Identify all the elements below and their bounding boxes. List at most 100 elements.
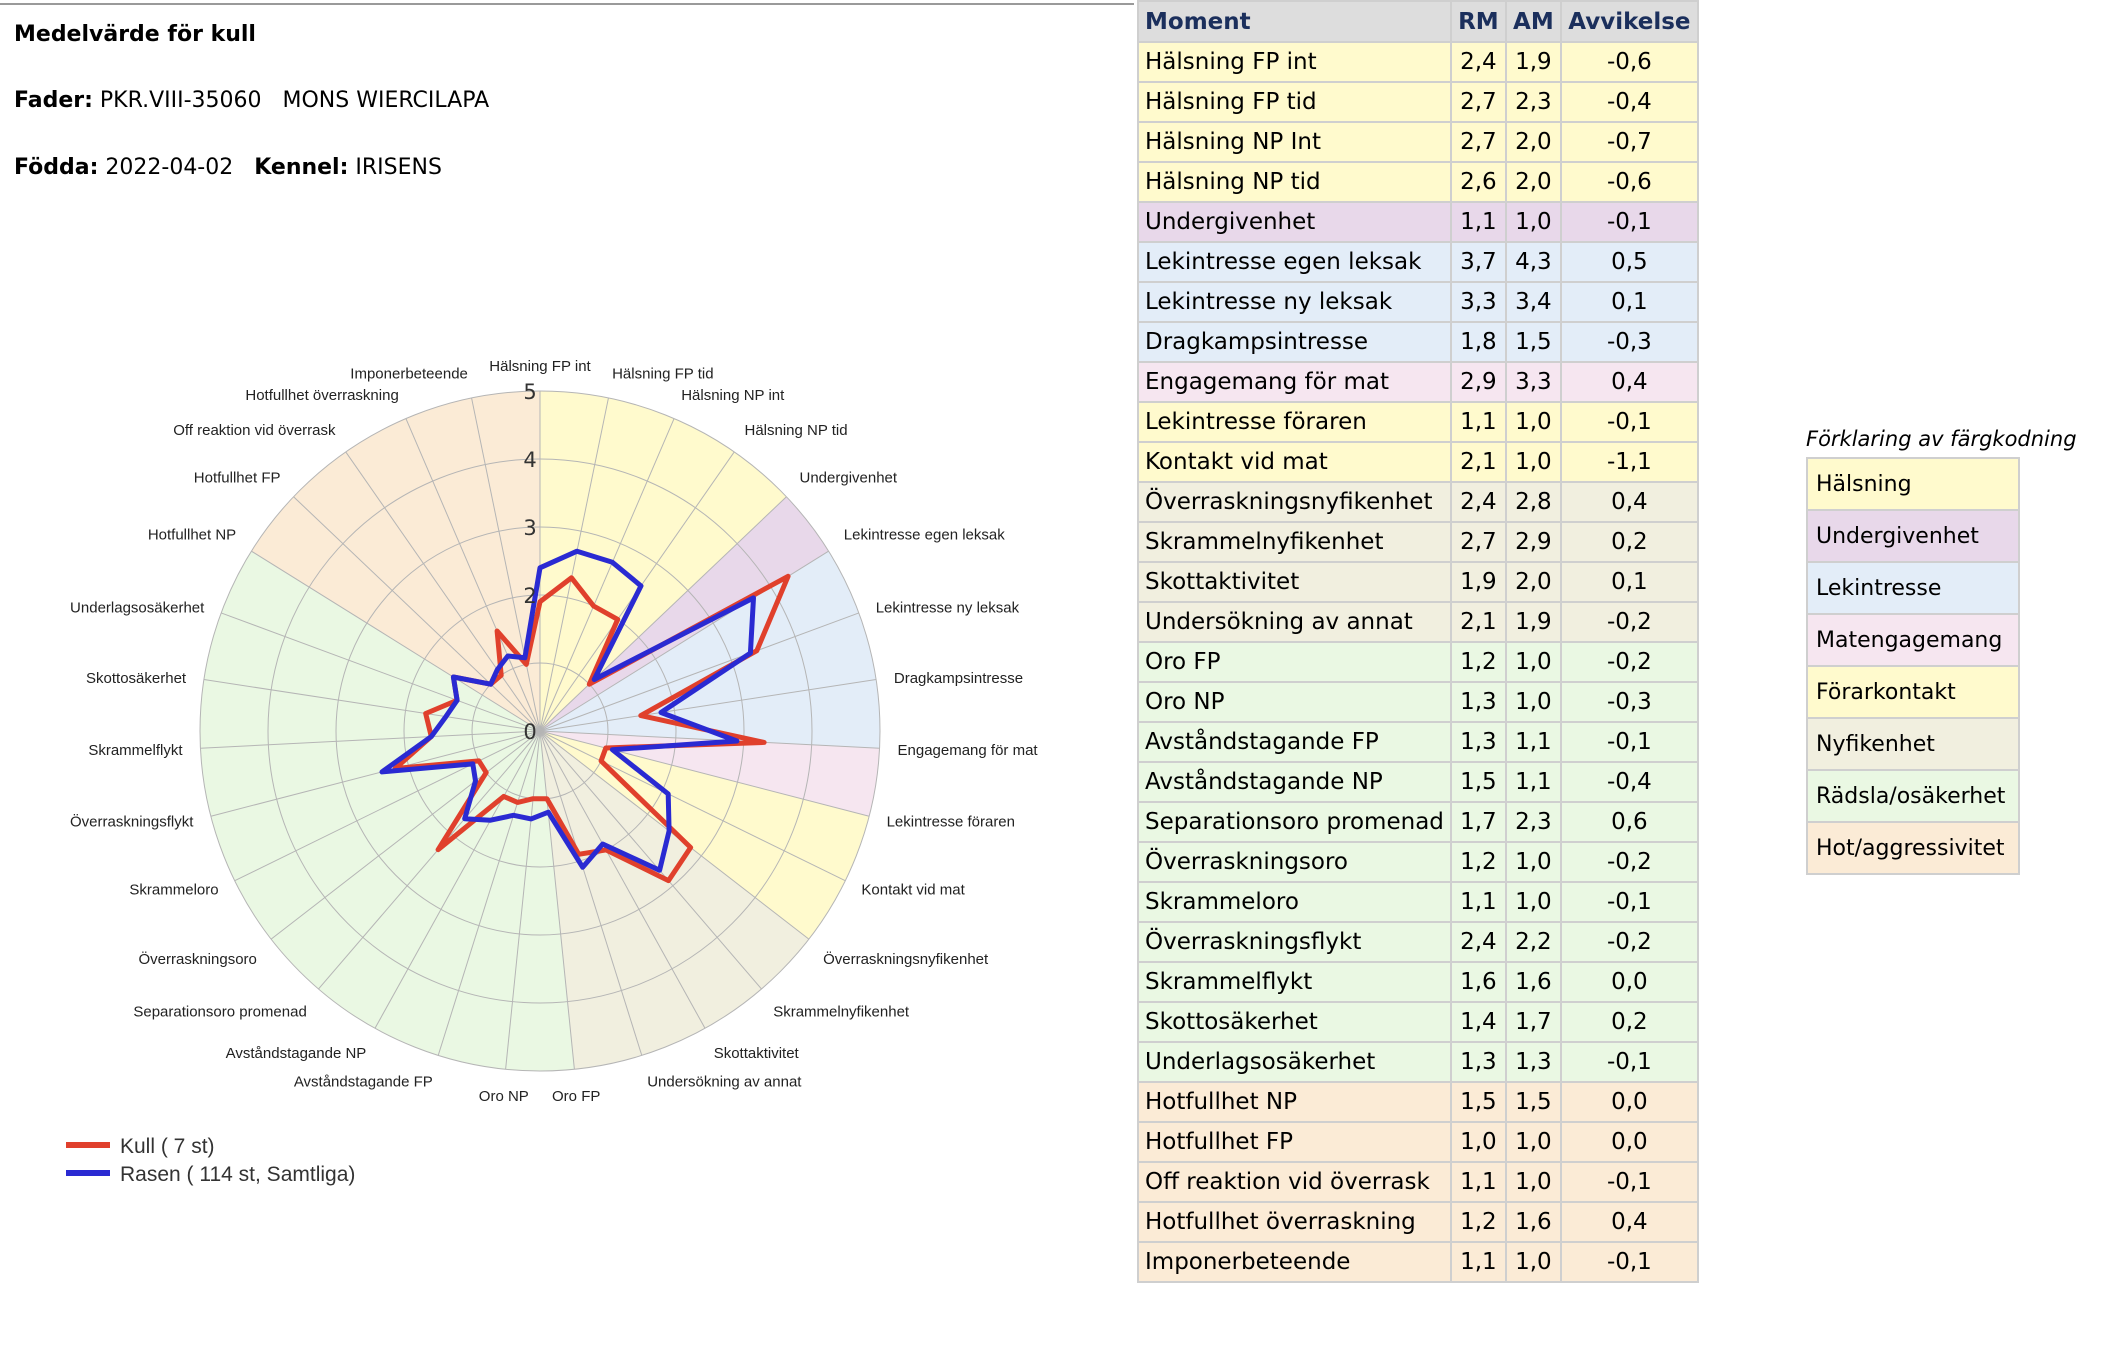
radar-ring <box>403 594 677 868</box>
radar-spoke <box>539 730 846 882</box>
avvikelse-cell: -0,7 <box>1559 121 1699 163</box>
radar-series <box>379 548 791 884</box>
radar-sector <box>505 731 575 1072</box>
radar-category-label: Avståndstagande NP <box>226 1045 367 1062</box>
moment-cell: Undersökning av annat <box>1137 601 1452 643</box>
avvikelse-cell: 0,4 <box>1559 361 1699 403</box>
moment-cell: Skrammelnyfikenhet <box>1137 521 1452 563</box>
am-cell: 1,6 <box>1504 961 1562 1003</box>
radar-spoke <box>505 730 541 1070</box>
moment-cell: Hälsning NP Int <box>1137 121 1452 163</box>
radar-category-label: Separationsoro promenad <box>133 1004 306 1021</box>
am-cell: 2,0 <box>1504 561 1562 603</box>
rm-cell: 3,3 <box>1449 281 1507 323</box>
rm-cell: 2,1 <box>1449 601 1507 643</box>
fodda-label: Födda: <box>14 155 99 180</box>
radar-spoke <box>293 496 541 732</box>
radar-spoke <box>539 730 880 749</box>
am-cell: 1,0 <box>1504 201 1562 243</box>
color-legend-row: Förarkontakt <box>1806 665 2020 719</box>
radar-spoke <box>539 730 762 990</box>
rm-cell: 2,1 <box>1449 441 1507 483</box>
radar-sector <box>540 679 880 749</box>
radar-category-label: Avståndstagande FP <box>294 1074 433 1091</box>
radar-spoke <box>539 730 706 1029</box>
rm-cell: 1,2 <box>1449 641 1507 683</box>
radar-r-ticks: 0 2 3 4 5 <box>523 380 536 744</box>
avvikelse-cell: -0,1 <box>1559 881 1699 923</box>
radar-category-label: Hälsning NP tid <box>745 422 848 439</box>
radar-category-label: Undersökning av annat <box>647 1074 802 1091</box>
table-row: Överraskningsoro 1,2 1,0 -0,2 <box>1137 841 1699 883</box>
radar-category-label: Hotfullhet NP <box>148 527 236 544</box>
avvikelse-cell: -0,2 <box>1559 841 1699 883</box>
radar-spoke <box>251 550 541 732</box>
radar-spoke <box>471 397 541 732</box>
table-row: Avståndstagande NP 1,5 1,1 -0,4 <box>1137 761 1699 803</box>
am-cell: 2,9 <box>1504 521 1562 563</box>
am-cell: 2,2 <box>1504 921 1562 963</box>
radar-tick-label: 3 <box>523 516 536 540</box>
avvikelse-cell: 0,0 <box>1559 1121 1699 1163</box>
rm-cell: 1,5 <box>1449 1081 1507 1123</box>
avvikelse-cell: -0,1 <box>1559 721 1699 763</box>
rm-cell: 1,1 <box>1449 1241 1507 1283</box>
avvikelse-cell: -0,3 <box>1559 681 1699 723</box>
rm-cell: 1,1 <box>1449 1161 1507 1203</box>
avvikelse-cell: -0,2 <box>1559 601 1699 643</box>
kennel-label: Kennel: <box>254 155 349 180</box>
am-cell: 1,7 <box>1504 1001 1562 1043</box>
moment-cell: Lekintresse ny leksak <box>1137 281 1452 323</box>
radar-sector <box>318 731 540 1029</box>
radar-spoke <box>210 730 541 817</box>
am-cell: 2,3 <box>1504 81 1562 123</box>
radar-sector <box>200 731 540 817</box>
avvikelse-cell: -0,3 <box>1559 321 1699 363</box>
table-row: Underlagsosäkerhet 1,3 1,3 -0,1 <box>1137 1041 1699 1083</box>
avvikelse-cell: -1,1 <box>1559 441 1699 483</box>
table-row: Lekintresse ny leksak 3,3 3,4 0,1 <box>1137 281 1699 323</box>
avvikelse-cell: 0,0 <box>1559 961 1699 1003</box>
radar-ring <box>335 526 745 936</box>
radar-sector <box>540 397 675 731</box>
color-legend-item: Hot/aggressivitet <box>1806 821 2020 875</box>
page-title: Medelvärde för kull <box>14 22 256 47</box>
avvikelse-cell: 0,2 <box>1559 1001 1699 1043</box>
avvikelse-cell: 0,6 <box>1559 801 1699 843</box>
avvikelse-cell: -0,6 <box>1559 161 1699 203</box>
avvikelse-cell: -0,6 <box>1559 41 1699 83</box>
color-legend-row: Hot/aggressivitet <box>1806 821 2020 875</box>
table-row: Oro NP 1,3 1,0 -0,3 <box>1137 681 1699 723</box>
avvikelse-cell: -0,1 <box>1559 1241 1699 1283</box>
radar-sector <box>540 612 877 731</box>
radar-category-label: Imponerbeteende <box>350 365 468 382</box>
radar-sector <box>293 451 540 731</box>
table-row: Separationsoro promenad 1,7 2,3 0,6 <box>1137 801 1699 843</box>
color-legend-title: Förklaring av färgkodning <box>1806 427 2077 451</box>
color-legend-row: Rädsla/osäkerhet <box>1806 769 2020 823</box>
avvikelse-cell: -0,2 <box>1559 641 1699 683</box>
radar-spoke <box>203 679 541 732</box>
am-cell: 1,5 <box>1504 1081 1562 1123</box>
color-legend-item: Undergivenhet <box>1806 509 2020 563</box>
am-cell: 3,4 <box>1504 281 1562 323</box>
moment-cell: Separationsoro promenad <box>1137 801 1452 843</box>
table-row: Engagemang för mat 2,9 3,3 0,4 <box>1137 361 1699 403</box>
series-line-rasen <box>379 548 756 873</box>
moment-cell: Avståndstagande NP <box>1137 761 1452 803</box>
am-cell: 3,3 <box>1504 361 1562 403</box>
radar-category-label: Undergivenhet <box>800 469 898 486</box>
avvikelse-cell: 0,4 <box>1559 481 1699 523</box>
radar-sector <box>540 418 735 731</box>
am-cell: 1,1 <box>1504 721 1562 763</box>
radar-category-label: Dragkampsintresse <box>894 670 1023 687</box>
table-row: Undergivenhet 1,1 1,0 -0,1 <box>1137 201 1699 243</box>
rm-cell: 1,1 <box>1449 201 1507 243</box>
moment-cell: Överraskningsflykt <box>1137 921 1452 963</box>
radar-spoke <box>345 451 541 732</box>
radar-spoke <box>234 730 541 882</box>
radar-sector <box>374 731 540 1056</box>
radar-spoke <box>539 730 643 1056</box>
table-row: Skottosäkerhet 1,4 1,7 0,2 <box>1137 1001 1699 1043</box>
